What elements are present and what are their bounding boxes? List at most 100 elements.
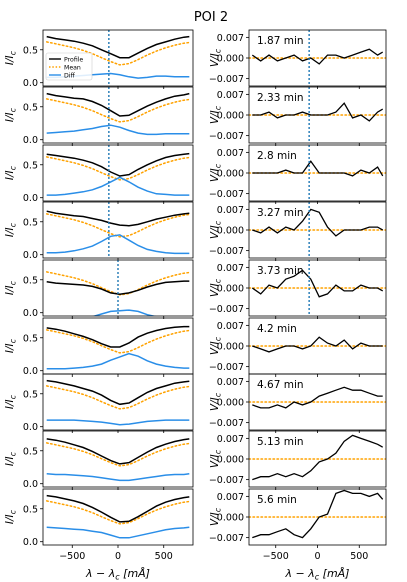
x-tick-label: 0 <box>115 551 121 562</box>
y-axis-label: V/Ic <box>209 163 223 182</box>
y-axis-label: V/Ic <box>209 278 223 297</box>
left-panel: 0.0 0.5 I/Ic <box>4 488 194 548</box>
left-panel: 0.0 0.5 I/Ic <box>4 201 194 261</box>
mean-series-line <box>45 500 191 525</box>
diff-series-line <box>46 419 190 426</box>
y-tick-label: 0.0 <box>23 537 38 548</box>
y-tick-label: 0.5 <box>23 333 38 344</box>
mean-series-line <box>45 41 191 66</box>
y-axis-label: I/Ic <box>4 338 18 353</box>
y-tick-label: 0.0 <box>23 78 38 89</box>
stokes-v-series-line <box>252 208 384 237</box>
y-tick-label: 0.5 <box>23 217 38 228</box>
y-tick-label: −0.007 <box>209 362 244 373</box>
x-axis-label: λ − λc [mÅ] <box>85 567 150 582</box>
y-tick-label: 0.000 <box>217 169 244 180</box>
y-tick-label: 0.007 <box>217 377 244 388</box>
right-panel: 0.007 0.000 −0.007 V/Ic 1.87 min <box>209 29 387 89</box>
y-tick-label: 0.007 <box>217 205 244 216</box>
y-tick-label: 0.000 <box>217 455 244 466</box>
y-axis-label: V/Ic <box>209 507 223 526</box>
profile-series-line <box>46 280 190 296</box>
right-panel: 0.007 0.000 −0.007 V/Ic 2.33 min <box>209 86 387 146</box>
profile-series-line <box>46 325 190 348</box>
y-axis-label: I/Ic <box>4 451 18 466</box>
diff-series-line <box>46 473 190 482</box>
y-tick-label: 0.000 <box>217 54 244 65</box>
diff-series-line <box>46 526 190 539</box>
profile-series-line <box>46 210 190 227</box>
legend-label: Diff <box>64 72 75 79</box>
left-panel: 0.0 0.5 I/Ic <box>4 317 194 377</box>
diff-series-line <box>92 309 157 316</box>
y-tick-label: 0.5 <box>23 160 38 171</box>
mean-series-line <box>45 329 191 354</box>
stokes-v-series-line <box>252 160 384 177</box>
y-tick-label: 0.007 <box>217 492 244 503</box>
y-axis-label: V/Ic <box>209 449 223 468</box>
y-tick-label: 0.5 <box>23 275 38 286</box>
y-tick-label: −0.007 <box>209 189 244 200</box>
right-panel: 0.007 0.000 −0.007 V/Ic 3.73 min <box>209 259 387 319</box>
y-axis-label: I/Ic <box>4 107 18 122</box>
y-axis-label: I/Ic <box>4 280 18 295</box>
stokes-v-series-line <box>252 434 384 481</box>
profile-series-line <box>46 438 190 465</box>
y-tick-label: 0.000 <box>217 342 244 353</box>
time-label: 4.2 min <box>257 323 297 335</box>
stokes-v-series-line <box>251 269 384 298</box>
legend-label: Mean <box>64 64 81 71</box>
panel-frame <box>42 144 194 202</box>
left-panel: 0.0 0.5 I/Ic <box>4 373 194 433</box>
mean-series-line <box>45 385 191 410</box>
y-tick-label: 0.0 <box>23 193 38 204</box>
x-tick-label: −500 <box>263 551 289 562</box>
mean-series-line <box>45 156 191 181</box>
right-panel: 0.007 0.000 −0.007 V/Ic 5.13 min <box>209 430 387 490</box>
x-tick-label: −500 <box>59 551 85 562</box>
profile-series-line <box>46 379 190 406</box>
y-tick-label: 0.0 <box>23 422 38 433</box>
y-tick-label: 0.000 <box>217 226 244 237</box>
right-panel: 0.007 0.000 −0.007 V/Ic 4.2 min <box>209 317 387 377</box>
mean-series-line <box>45 442 191 467</box>
y-tick-label: 0.007 <box>217 90 244 101</box>
y-tick-label: 0.007 <box>217 321 244 332</box>
left-panel: 0.0 0.5 I/Ic <box>4 144 194 204</box>
y-tick-label: 0.000 <box>217 513 244 524</box>
panel-frame <box>42 317 194 375</box>
diff-series-line <box>46 234 190 255</box>
figure-title: POI 2 <box>194 10 228 25</box>
stokes-v-series-line <box>252 102 384 122</box>
y-tick-label: −0.007 <box>209 246 244 257</box>
y-tick-label: −0.007 <box>209 533 244 544</box>
y-tick-label: −0.007 <box>209 418 244 429</box>
right-panel: 0.007 0.000 −0.007 V/Ic 2.8 min <box>209 144 387 204</box>
time-label: 1.87 min <box>257 35 304 47</box>
mean-series-line <box>45 213 191 238</box>
y-tick-label: 0.007 <box>217 263 244 274</box>
x-tick-label: 500 <box>350 551 368 562</box>
y-tick-label: 0.5 <box>23 45 38 56</box>
y-tick-label: −0.007 <box>209 131 244 142</box>
time-label: 2.33 min <box>257 92 304 104</box>
time-label: 5.6 min <box>257 494 297 506</box>
stokes-v-series-line <box>252 336 383 353</box>
y-tick-label: 0.0 <box>23 250 38 261</box>
y-axis-label: V/Ic <box>209 220 223 239</box>
y-tick-label: 0.0 <box>23 366 38 377</box>
time-label: 3.73 min <box>257 265 304 277</box>
mean-series-line <box>45 98 191 123</box>
y-axis-label: V/Ic <box>209 48 223 67</box>
y-axis-label: I/Ic <box>4 509 18 524</box>
y-tick-label: 0.000 <box>217 284 244 295</box>
profile-series-line <box>46 494 190 523</box>
y-tick-label: 0.007 <box>217 33 244 44</box>
right-panel: 0.007 0.000 −0.007 V/Ic 3.27 min <box>209 201 387 261</box>
y-tick-label: −0.007 <box>209 475 244 486</box>
profile-series-line <box>46 92 190 117</box>
diff-series-line <box>46 352 190 370</box>
y-tick-label: 0.5 <box>23 389 38 400</box>
